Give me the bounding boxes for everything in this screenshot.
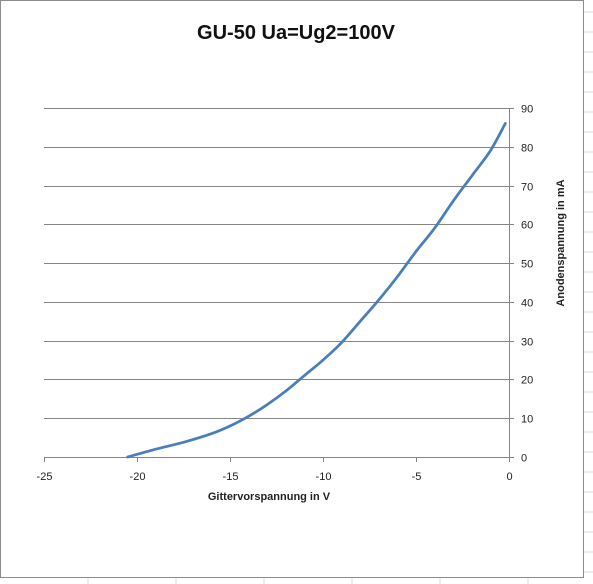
y-tick-labels: 0 10 20 30 40 50 60 70 80 90 <box>521 104 533 465</box>
y-tick-label: 70 <box>521 182 533 194</box>
y-tick-label: 20 <box>521 375 533 387</box>
gridlines <box>44 108 509 458</box>
y-tick-label: 0 <box>521 453 527 465</box>
chart-title: GU-50 Ua=Ug2=100V <box>197 22 396 44</box>
x-tick-label: -25 <box>37 471 53 483</box>
y-tick-label: 30 <box>521 337 533 349</box>
y-axis-title: Anodenspannung in mA <box>555 179 567 306</box>
chart-area[interactable]: GU-50 Ua=Ug2=100V -25 -20 -15 -10 -5 0 0 10 20 3… <box>0 0 584 578</box>
series-line <box>126 122 507 459</box>
y-tick-label: 60 <box>521 220 533 232</box>
y-tick-label: 90 <box>521 104 533 116</box>
x-tick-label: -10 <box>316 471 332 483</box>
axes <box>44 108 514 462</box>
x-tick-label: -20 <box>130 471 146 483</box>
y-tick-label: 10 <box>521 414 533 426</box>
y-tick-label: 40 <box>521 298 533 310</box>
series-layer <box>126 122 507 459</box>
x-tick-label: -5 <box>412 471 422 483</box>
chart-plot: GU-50 Ua=Ug2=100V -25 -20 -15 -10 -5 0 0 10 20 3… <box>37 22 567 503</box>
x-tick-label: -15 <box>223 471 239 483</box>
x-tick-labels: -25 -20 -15 -10 -5 0 <box>37 471 513 483</box>
x-tick-label: 0 <box>506 471 512 483</box>
y-tick-label: 50 <box>521 259 533 271</box>
y-tick-label: 80 <box>521 143 533 155</box>
x-axis-title: Gittervorspannung in V <box>208 491 331 503</box>
